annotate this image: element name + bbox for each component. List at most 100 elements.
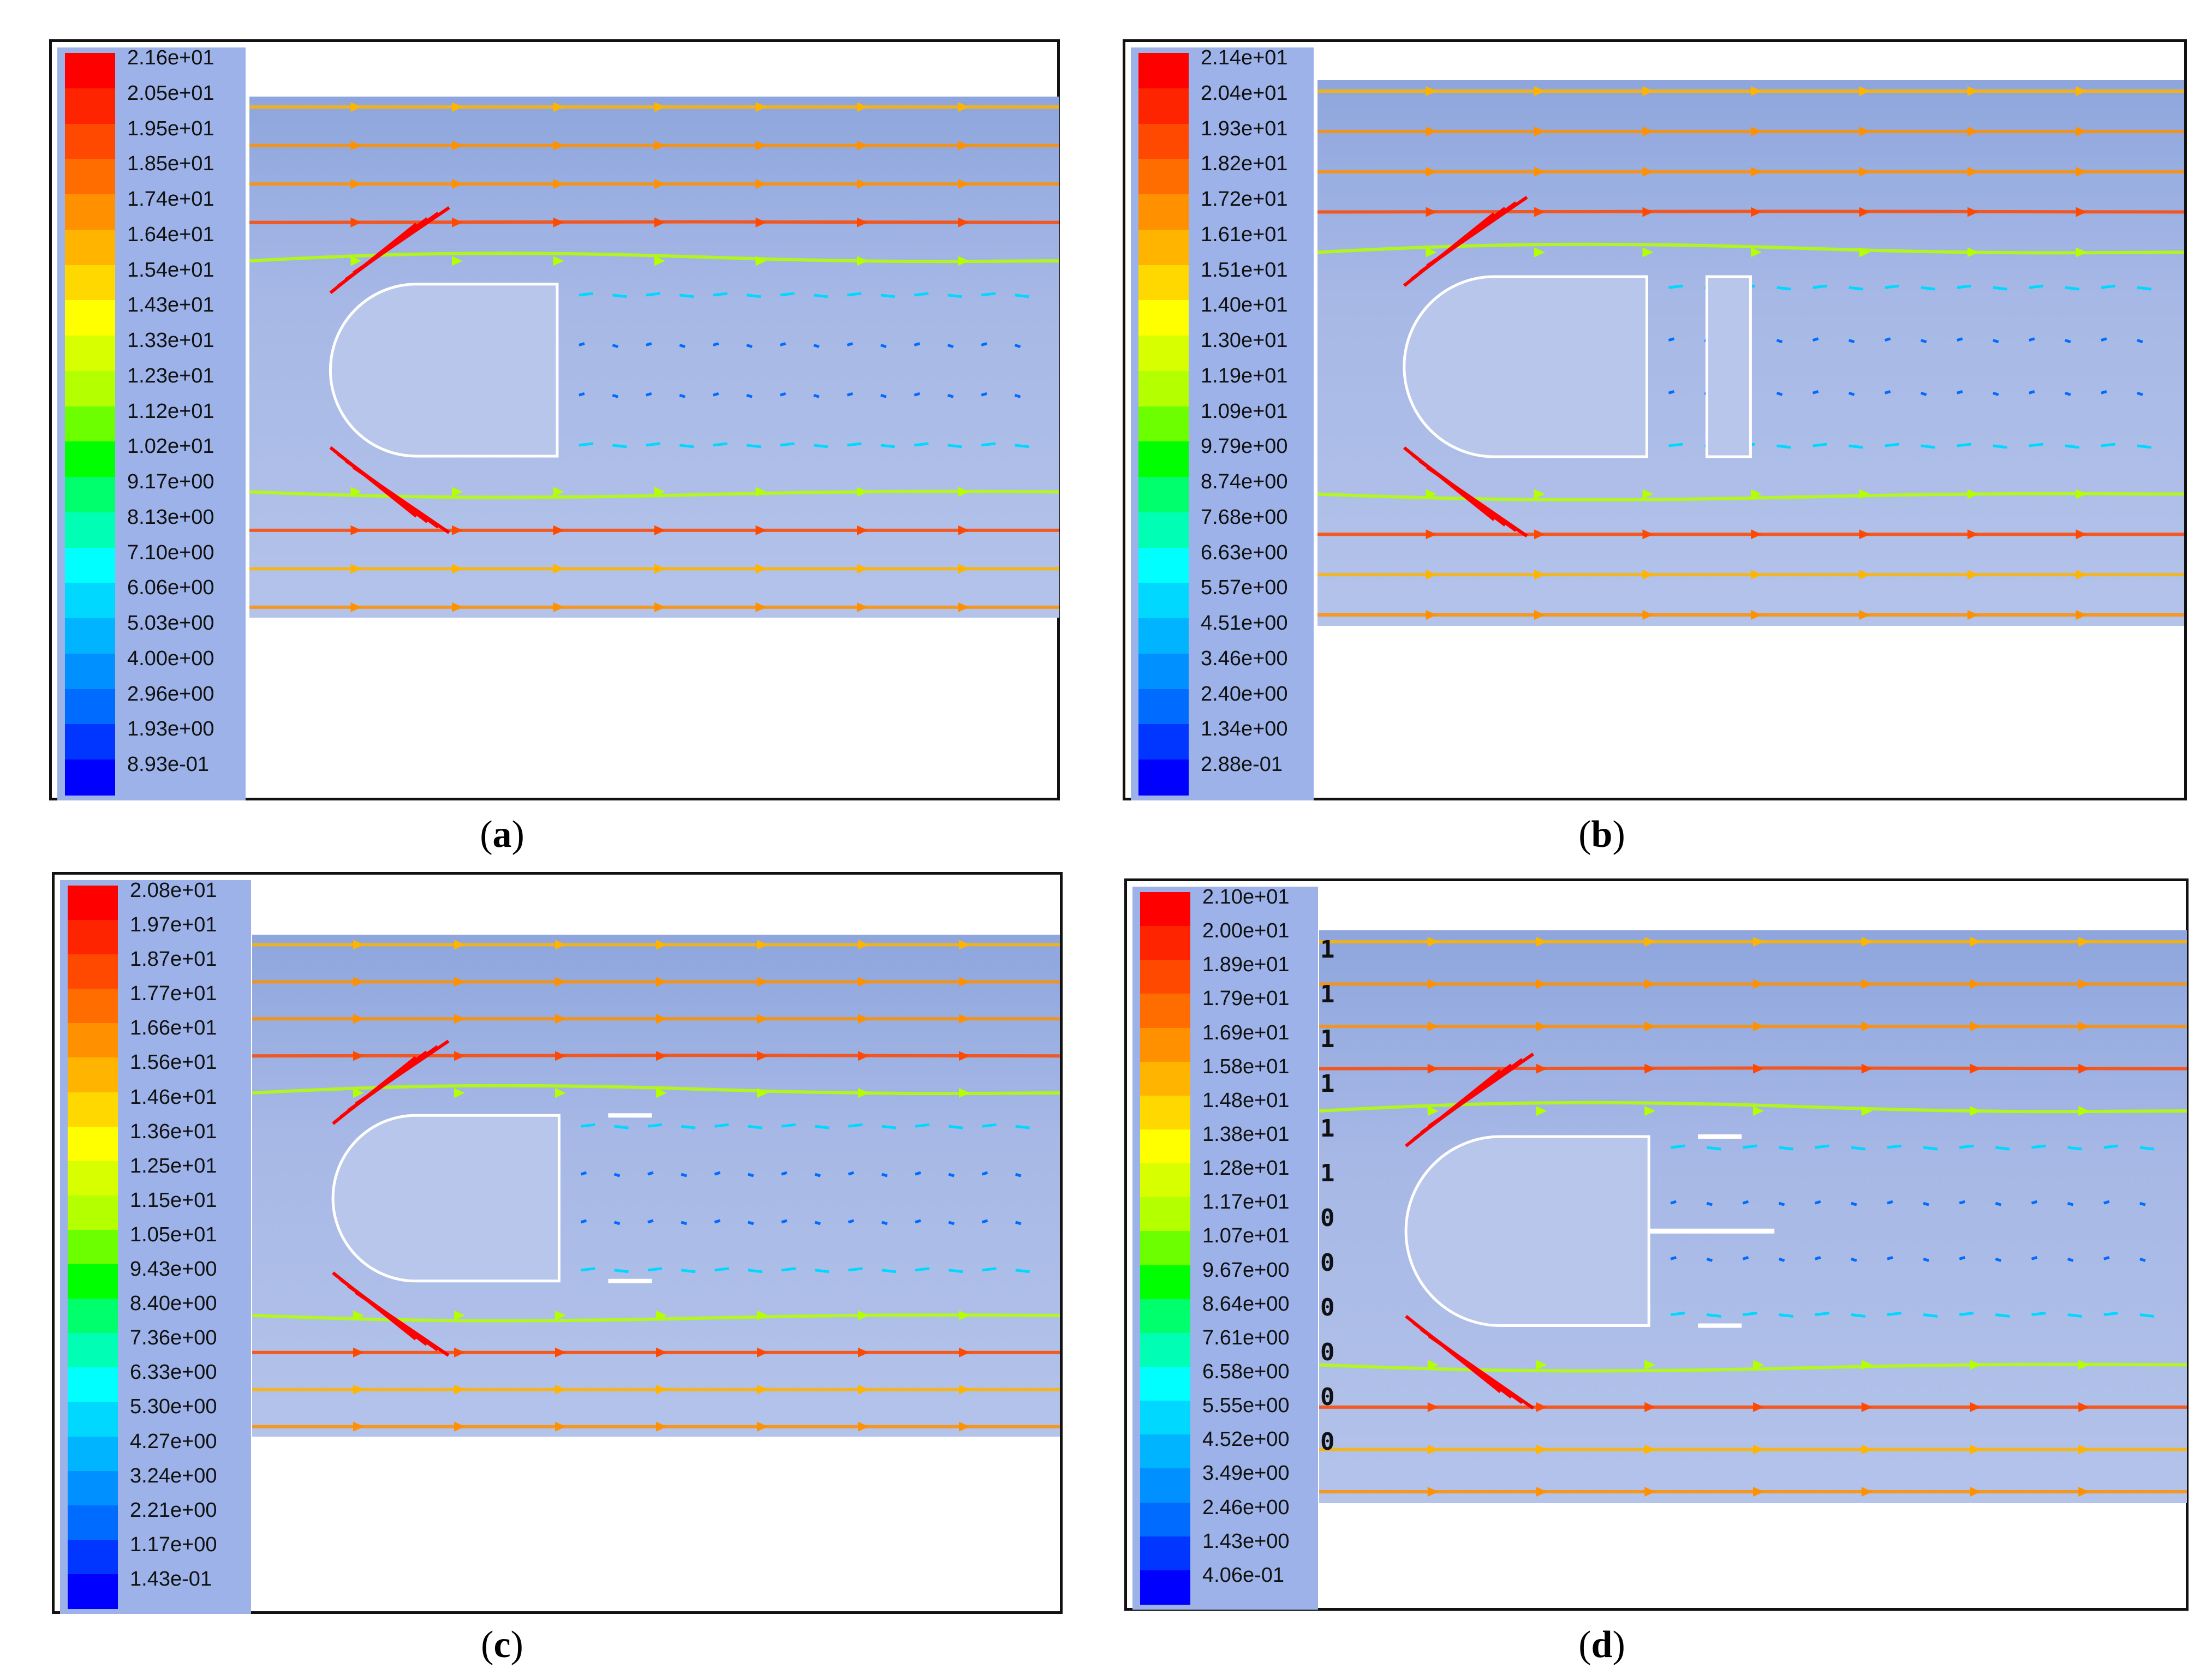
- color-legend: 2.14e+01 2.04e+01 1.93e+01 1.82e+01 1.72e+01…: [1131, 46, 1314, 800]
- velocity-arrow: [1753, 1402, 1764, 1412]
- velocity-arrow: [452, 140, 463, 151]
- legend-value: 3.49e+00: [1202, 1462, 1290, 1485]
- vector-plot: [252, 940, 1060, 1432]
- velocity-arrow: [1970, 1487, 1981, 1497]
- velocity-arrow: [1642, 247, 1654, 258]
- wake-vector: [1993, 339, 1999, 344]
- velocity-arrow: [1861, 937, 1873, 947]
- legend-value: 4.27e+00: [130, 1430, 217, 1453]
- velocity-arrow: [1751, 529, 1762, 540]
- shoulder-arrow: [1428, 1334, 1534, 1410]
- velocity-arrow: [857, 140, 868, 151]
- wake-vector: [713, 442, 728, 447]
- legend-value: 1.40e+01: [1201, 294, 1288, 317]
- wake-vector: [1923, 1257, 1929, 1262]
- legend-swatch: [68, 1470, 118, 1506]
- wake-vector: [747, 1221, 754, 1225]
- velocity-arrow: [656, 1051, 667, 1061]
- velocity-arrow: [1753, 1106, 1764, 1116]
- legend-value: 4.51e+00: [1201, 612, 1288, 635]
- semi-cylinder-body: [1404, 1135, 1650, 1327]
- wake-vector: [2139, 1201, 2146, 1206]
- legend-swatch: [1138, 53, 1189, 89]
- wake-vector: [915, 1123, 930, 1128]
- wake-vector: [579, 342, 585, 346]
- velocity-arrow: [350, 179, 362, 189]
- wake-vector: [712, 342, 719, 346]
- color-legend: 2.08e+01 1.97e+01 1.87e+01 1.77e+01 1.66e+01…: [60, 879, 251, 1614]
- velocity-arrow: [1970, 1063, 1981, 1074]
- wake-vector: [679, 393, 685, 398]
- wake-vector: [613, 1173, 621, 1177]
- wake-vector: [748, 1125, 762, 1129]
- color-legend: 2.10e+01 2.00e+01 1.89e+01 1.79e+01 1.69e+01…: [1132, 886, 1318, 1610]
- velocity-arrow: [1536, 1021, 1547, 1032]
- legend-swatch: [1140, 1299, 1190, 1334]
- legend-swatch: [68, 1505, 118, 1540]
- wake-vector: [1778, 1201, 1785, 1206]
- legend-value: 1.17e+01: [1202, 1191, 1290, 1214]
- legend-value: 1.19e+01: [1201, 364, 1288, 387]
- wake-vector: [1743, 1144, 1757, 1149]
- velocity-arrow: [958, 217, 969, 228]
- wake-vector: [1015, 1173, 1022, 1177]
- velocity-arrow: [2078, 979, 2090, 989]
- velocity-arrow: [2076, 570, 2087, 580]
- wake-vector: [1668, 443, 1683, 447]
- wake-vector: [714, 1171, 721, 1176]
- velocity-arrow: [1859, 610, 1870, 620]
- velocity-arrow: [452, 602, 463, 612]
- velocity-arrow: [350, 217, 362, 228]
- velocity-arrow: [1642, 166, 1654, 177]
- velocity-arrow: [1427, 937, 1439, 947]
- legend-swatch: [1138, 159, 1189, 195]
- legend-value: 6.33e+00: [130, 1361, 217, 1384]
- legend-swatch: [65, 123, 115, 160]
- wake-vector: [1668, 390, 1675, 394]
- edge-glyph: 1: [1320, 1025, 1335, 1053]
- wake-vector: [1742, 1200, 1749, 1205]
- velocity-arrow: [757, 1384, 768, 1395]
- wake-vector: [612, 294, 627, 298]
- shoulder-arrow: [1426, 196, 1528, 267]
- velocity-arrow: [857, 179, 868, 189]
- wake-vector: [2137, 339, 2143, 344]
- wake-vector: [2031, 1144, 2046, 1149]
- wake-vector: [780, 292, 795, 297]
- wake-vector: [1814, 1200, 1821, 1205]
- wake-vector: [1814, 1256, 1821, 1260]
- velocity-field: [1317, 80, 2184, 626]
- legend-value: 2.40e+00: [1201, 682, 1288, 706]
- legend-value: 1.23e+01: [127, 364, 214, 387]
- semi-cylinder-body: [329, 283, 559, 458]
- wake-vector: [848, 1171, 855, 1176]
- wake-vector: [948, 1125, 963, 1129]
- velocity-arrow: [1970, 1106, 1981, 1116]
- wake-vector: [679, 294, 694, 298]
- edge-glyph: 0: [1320, 1294, 1335, 1322]
- velocity-arrow: [654, 602, 665, 612]
- wake-vector: [848, 1267, 863, 1272]
- velocity-arrow: [1642, 489, 1654, 499]
- legend-value: 1.93e+01: [1201, 117, 1288, 140]
- panel-caption-label: a: [492, 814, 512, 856]
- wake-vector: [713, 292, 728, 297]
- wake-vector: [846, 392, 854, 397]
- legend-swatch: [1138, 689, 1189, 725]
- velocity-arrow: [654, 217, 665, 228]
- wake-vector: [2029, 390, 2035, 394]
- wake-vector: [1706, 1201, 1713, 1206]
- legend-swatch: [1138, 265, 1189, 301]
- velocity-arrow: [452, 525, 463, 535]
- downstream-plate: [1705, 275, 1752, 458]
- velocity-arrow: [555, 1014, 566, 1024]
- wake-vector: [780, 442, 795, 447]
- legend-value: 7.61e+00: [1202, 1326, 1290, 1349]
- legend-value: 2.16e+01: [127, 46, 214, 69]
- wake-vector: [915, 1219, 921, 1224]
- wake-vector: [881, 1221, 888, 1225]
- legend-swatch: [1138, 336, 1189, 372]
- legend-swatch: [1140, 1401, 1190, 1436]
- velocity-arrow: [757, 1014, 768, 1024]
- wake-vector: [1668, 337, 1675, 342]
